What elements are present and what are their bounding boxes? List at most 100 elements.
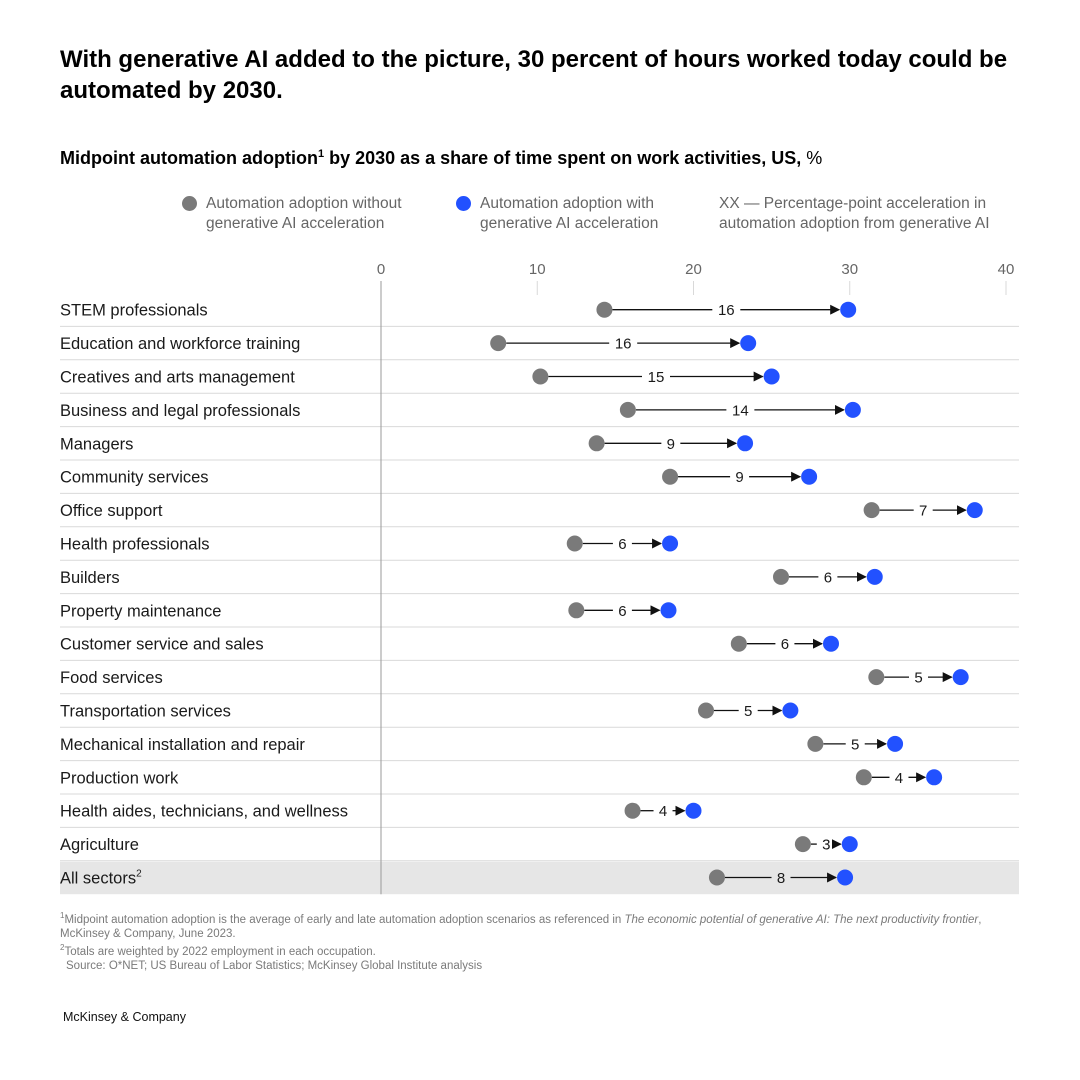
footnote-2-marker: 2 <box>60 942 65 952</box>
row-label: STEM professionals <box>60 302 208 320</box>
x-tick-label: 40 <box>998 261 1015 278</box>
chart-subtitle: Midpoint automation adoption1 by 2030 as… <box>60 142 1020 170</box>
chart-row: Health professionals 6 <box>60 535 679 554</box>
row-label: Health aides, technicians, and wellness <box>60 803 348 821</box>
x-tick-label: 10 <box>529 261 546 278</box>
chart-row: All sectors2 8 <box>60 869 854 888</box>
dot-with-genai <box>966 502 983 519</box>
total-row-highlight <box>60 861 1019 895</box>
row-label-footnote-marker: 2 <box>136 869 142 880</box>
brand-logo-text: McKinsey & Company <box>63 1010 186 1024</box>
row-label: Creatives and arts management <box>60 369 295 387</box>
footnote-2: 2Totals are weighted by 2022 employment … <box>60 941 1025 959</box>
subtitle-unit: % <box>801 148 823 168</box>
dot-with-genai <box>737 435 754 452</box>
row-label: Education and workforce training <box>60 335 300 353</box>
chart-row: Property maintenance 6 <box>60 602 677 620</box>
dot-without-genai <box>588 435 605 452</box>
legend-with: Automation adoption with generative AI a… <box>456 194 658 234</box>
dot-with-genai <box>837 869 854 886</box>
row-label: Mechanical installation and repair <box>60 736 305 754</box>
footnote-2-text: Totals are weighted by 2022 employment i… <box>64 945 376 958</box>
dumbbell-chart: 0 10 20 30 40 STEM professionals 16Education … <box>60 261 1019 895</box>
dot-with-genai <box>740 335 757 352</box>
legend-with-label: Automation adoption with generative AI a… <box>480 195 659 232</box>
row-label: Community services <box>60 469 209 487</box>
footnotes: 1Midpoint automation adoption is the ave… <box>60 909 1025 973</box>
legend-without: Automation adoption without generative A… <box>182 194 402 234</box>
difference-label: 5 <box>914 670 922 687</box>
row-label: Customer service and sales <box>60 636 264 654</box>
footnote-1-marker: 1 <box>60 911 65 920</box>
dot-with-genai <box>866 568 883 585</box>
chart-row: Mechanical installation and repair 5 <box>60 735 904 754</box>
dot-with-genai <box>926 769 943 786</box>
difference-label: 6 <box>781 636 789 653</box>
dot-with-genai <box>782 702 799 719</box>
dot-with-genai <box>887 735 904 752</box>
x-tick-label: 20 <box>685 261 702 278</box>
difference-label: 16 <box>615 336 632 353</box>
difference-label: 6 <box>824 569 832 586</box>
chart-row: Managers 9 <box>60 435 754 453</box>
difference-label: 7 <box>919 503 927 520</box>
row-label: Managers <box>60 435 133 453</box>
chart-row: Health aides, technicians, and wellness 4 <box>60 802 702 821</box>
chart-title: With generative AI added to the picture,… <box>60 46 1008 104</box>
difference-label: 3 <box>822 837 830 854</box>
footnote-1-report-title: The economic potential of generative AI:… <box>624 913 979 926</box>
difference-label: 6 <box>618 536 626 553</box>
dot-without-genai <box>662 468 679 485</box>
dot-with-genai <box>685 802 702 819</box>
dot-with-genai <box>662 535 679 552</box>
chart-row: Business and legal professionals 14 <box>60 401 861 420</box>
dot-without-genai <box>807 735 824 752</box>
legend-dot-gray-icon <box>182 196 197 211</box>
dot-without-genai <box>568 602 585 619</box>
dot-without-genai <box>619 401 636 418</box>
difference-label: 9 <box>667 436 675 453</box>
row-label: Production work <box>60 769 179 787</box>
dot-without-genai <box>730 635 747 652</box>
chart-row: Office support 7 <box>60 502 983 520</box>
chart-row: Community services 9 <box>60 468 818 487</box>
dot-without-genai <box>698 702 714 719</box>
chart-row: Food services 5 <box>60 669 969 687</box>
dot-with-genai <box>823 635 839 652</box>
chart-row: Transportation services 5 <box>60 702 799 721</box>
dot-without-genai <box>596 301 613 318</box>
x-tick-label: 30 <box>841 261 858 278</box>
difference-label: 4 <box>659 803 667 820</box>
footnote-1-text-after: , McKinsey & Company, June 2023. <box>60 913 982 940</box>
footnote-1-text-before: Midpoint automation adoption is the aver… <box>64 913 625 926</box>
row-label: Business and legal professionals <box>60 402 300 420</box>
dot-with-genai <box>801 468 818 485</box>
dot-with-genai <box>952 669 969 686</box>
dot-with-genai <box>844 401 861 418</box>
dot-without-genai <box>708 869 725 886</box>
dot-with-genai <box>841 836 858 853</box>
dot-without-genai <box>532 368 549 385</box>
difference-label: 8 <box>777 870 785 887</box>
legend-without-label: Automation adoption without generative A… <box>206 195 402 232</box>
difference-label: 14 <box>732 402 749 419</box>
difference-label: 9 <box>735 469 743 486</box>
chart-row: Creatives and arts management 15 <box>60 368 780 387</box>
difference-label: 15 <box>648 369 665 386</box>
row-label: Food services <box>60 669 163 687</box>
dot-without-genai <box>855 769 872 786</box>
difference-label: 4 <box>895 770 903 787</box>
chart-row: Builders 6 <box>60 568 883 587</box>
difference-label: 5 <box>744 703 752 720</box>
x-tick-label: 0 <box>377 261 385 278</box>
dot-without-genai <box>773 568 789 585</box>
dot-without-genai <box>566 535 583 552</box>
dot-without-genai <box>624 802 641 819</box>
dot-without-genai <box>490 335 507 352</box>
chart-row: STEM professionals 16 <box>60 301 857 320</box>
dot-without-genai <box>794 836 811 853</box>
subtitle-text-after: by 2030 as a share of time spent on work… <box>324 148 802 168</box>
legend-difference-key: XX — Percentage-point acceleration in au… <box>719 195 990 232</box>
source-note: Source: O*NET; US Bureau of Labor Statis… <box>66 959 483 972</box>
dot-with-genai <box>763 368 780 385</box>
